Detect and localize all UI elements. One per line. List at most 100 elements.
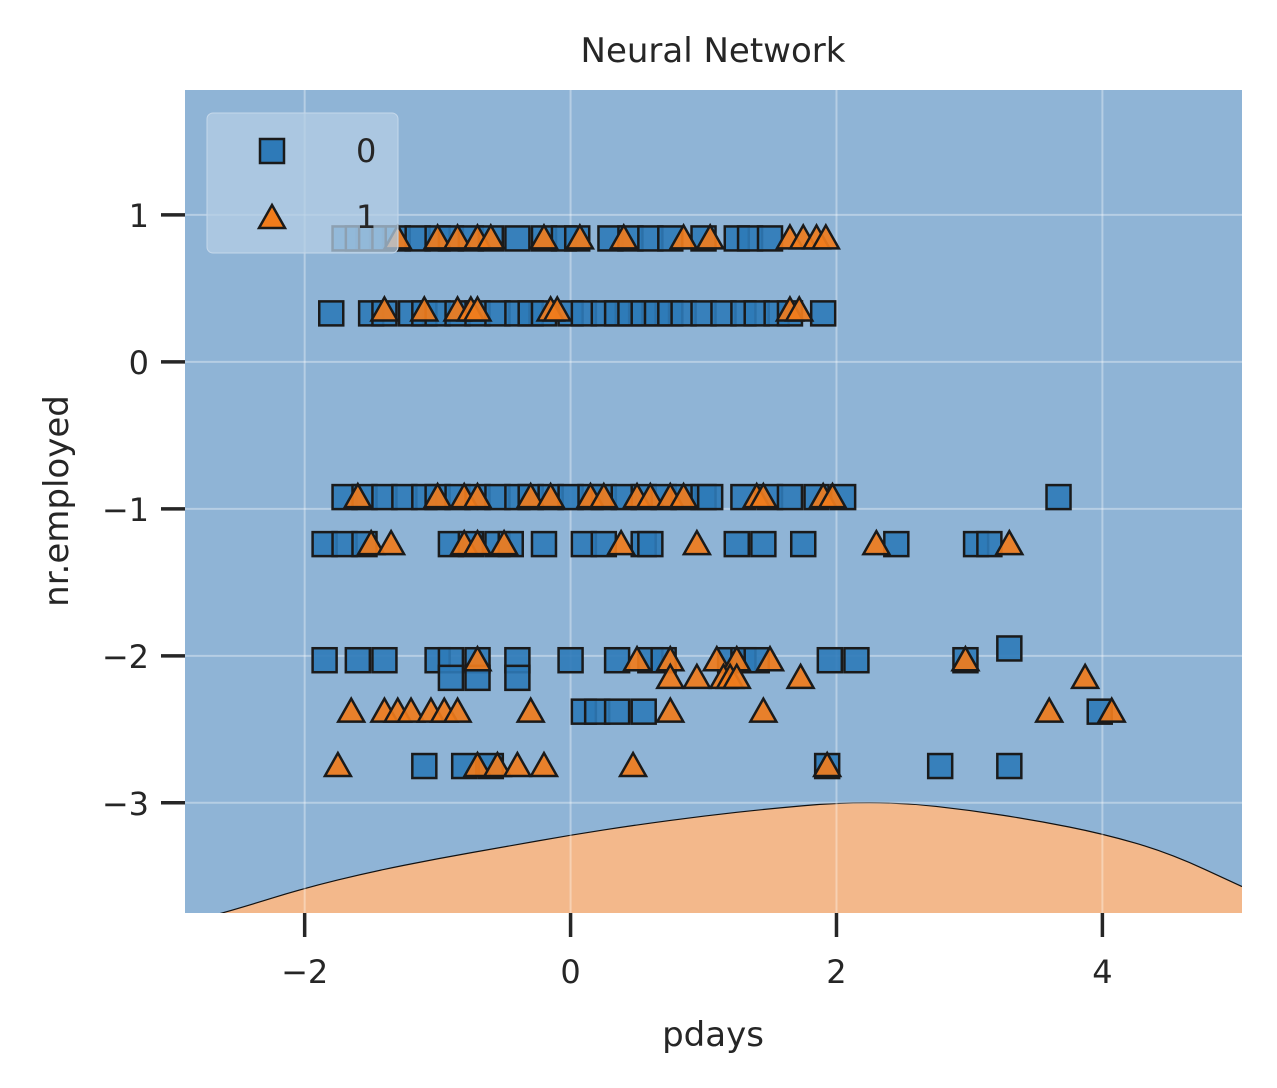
data-point-class-0 (723, 530, 751, 558)
data-point-class-1 (655, 696, 686, 723)
data-point-class-1 (617, 750, 649, 778)
data-point-class-1 (462, 644, 493, 672)
data-point-class-1 (475, 222, 506, 250)
series-1-markers (322, 222, 1127, 778)
data-point-class-1 (542, 294, 573, 322)
data-point-class-0 (1045, 483, 1072, 511)
y-tick-label: 0 (129, 344, 149, 382)
data-point-class-1 (754, 644, 786, 672)
data-point-class-1 (1034, 696, 1065, 723)
data-point-class-1 (721, 662, 752, 690)
data-point-class-1 (655, 662, 686, 690)
y-axis: 1 0 −1 −2 −3 (102, 197, 185, 823)
legend-marker-class-1 (256, 202, 288, 230)
data-point-class-1 (994, 528, 1025, 556)
data-point-class-0 (696, 483, 724, 511)
data-point-class-1 (668, 481, 699, 509)
data-point-class-1 (668, 222, 699, 250)
decision-region-class-1 (222, 802, 1242, 913)
data-point-class-0 (411, 752, 438, 780)
legend-box (206, 112, 399, 254)
data-point-class-0 (437, 664, 465, 692)
data-point-class-1 (748, 696, 779, 723)
x-axis: −2 0 2 4 (281, 913, 1113, 991)
data-point-class-1 (621, 644, 653, 672)
data-point-class-0 (311, 646, 338, 674)
data-point-class-1 (528, 222, 560, 250)
data-point-class-1 (681, 662, 713, 690)
data-point-class-0 (637, 530, 664, 558)
data-point-class-0 (318, 300, 345, 327)
x-tick-label: 0 (560, 953, 580, 991)
data-point-class-1 (442, 222, 473, 250)
data-point-class-0 (926, 752, 954, 780)
data-point-class-0 (750, 530, 777, 558)
data-point-class-1 (442, 696, 473, 723)
y-tick-label: −1 (102, 491, 149, 529)
data-point-class-1 (564, 222, 596, 250)
y-tick-label: −3 (102, 785, 149, 823)
legend-label-class-1: 1 (356, 198, 376, 236)
data-point-class-1 (810, 222, 841, 250)
y-axis-label: nr.employed (37, 395, 77, 607)
data-point-class-1 (817, 481, 848, 509)
data-point-class-0 (843, 646, 870, 674)
data-point-class-1 (336, 696, 367, 723)
data-point-class-1 (369, 294, 400, 322)
data-point-class-1 (422, 222, 453, 250)
data-point-class-0 (344, 646, 372, 674)
data-point-class-1 (462, 750, 493, 778)
data-point-class-1 (535, 481, 566, 509)
data-point-class-0 (630, 698, 657, 725)
x-axis-label: pdays (662, 1015, 764, 1055)
data-point-class-1 (502, 750, 533, 778)
data-point-class-0 (776, 483, 804, 511)
data-point-class-1 (950, 644, 981, 672)
data-point-class-0 (371, 646, 398, 674)
data-point-class-0 (809, 300, 837, 327)
data-point-class-1 (635, 481, 666, 509)
data-point-class-1 (784, 294, 815, 322)
x-tick-label: −2 (281, 953, 328, 991)
data-point-class-1 (482, 750, 513, 778)
data-point-class-1 (488, 528, 520, 556)
data-point-class-1 (395, 696, 427, 723)
legend-label-class-0: 0 (356, 132, 376, 170)
data-point-class-0 (603, 698, 631, 725)
data-point-class-1 (375, 528, 407, 556)
data-point-class-1 (695, 222, 726, 250)
x-tick-label: 4 (1092, 953, 1112, 991)
data-point-class-1 (322, 750, 354, 778)
data-point-class-1 (462, 481, 493, 509)
data-point-class-0 (816, 646, 844, 674)
x-tick-label: 2 (826, 953, 846, 991)
data-point-class-1 (588, 481, 619, 509)
chart-title: Neural Network (581, 31, 846, 71)
data-point-class-0 (504, 664, 531, 692)
data-point-class-1 (422, 481, 453, 509)
data-point-class-0 (789, 530, 817, 558)
data-point-class-1 (528, 750, 560, 778)
data-point-class-1 (515, 481, 546, 509)
data-point-class-1 (861, 528, 892, 556)
data-point-class-1 (1069, 662, 1101, 690)
data-point-class-1 (681, 528, 713, 556)
data-point-class-1 (462, 294, 493, 322)
data-point-class-0 (996, 752, 1023, 780)
data-point-class-0 (996, 635, 1023, 662)
legend-marker-class-0 (258, 137, 286, 165)
data-point-class-1 (748, 481, 779, 509)
decision-boundary-line (219, 802, 1242, 913)
data-point-class-0 (557, 646, 584, 674)
data-point-class-1 (355, 528, 387, 556)
data-point-class-1 (515, 696, 546, 723)
data-point-class-1 (1096, 696, 1127, 723)
data-point-class-0 (504, 225, 531, 252)
data-point-class-1 (409, 294, 440, 322)
data-point-class-1 (812, 750, 843, 778)
data-point-class-1 (605, 528, 637, 556)
data-point-class-1 (785, 662, 816, 690)
legend: 0 1 (206, 112, 399, 254)
y-tick-label: 1 (129, 197, 149, 235)
